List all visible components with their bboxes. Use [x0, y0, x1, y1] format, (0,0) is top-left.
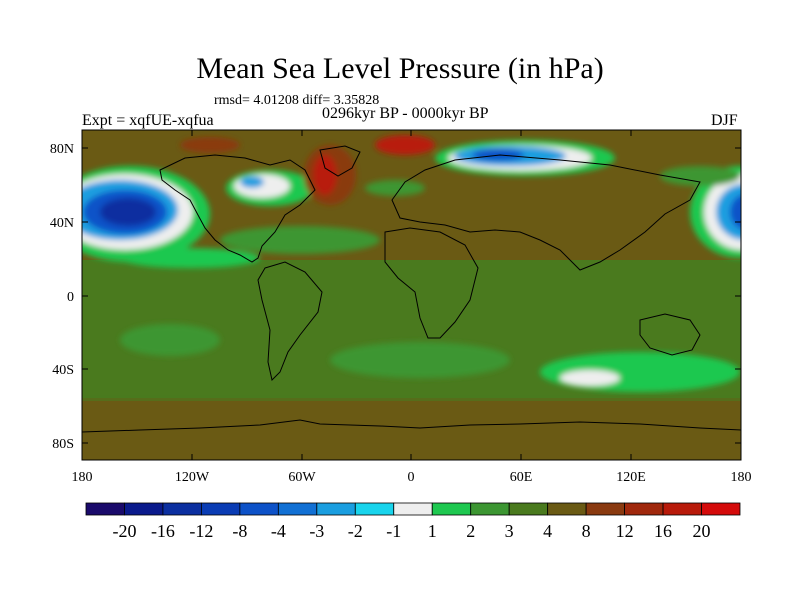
colorbar-label: 8 — [582, 521, 591, 541]
colorbar-swatch — [585, 502, 625, 516]
lat-tick-label: 0 — [67, 290, 74, 305]
colorbar-swatch — [201, 502, 241, 516]
field-patch — [560, 370, 620, 386]
field-patch — [716, 184, 741, 240]
season-label: DJF — [711, 112, 738, 129]
colorbar-swatch — [470, 502, 510, 516]
lon-tick-label: 0 — [408, 470, 415, 485]
colorbar-label: -3 — [309, 521, 324, 541]
colorbar-swatch — [547, 502, 587, 516]
rmsd-diff-stats: rmsd= 4.01208 diff= 3.35828 — [214, 93, 380, 108]
colorbar-label: 2 — [466, 521, 475, 541]
field-band-edge — [82, 395, 741, 401]
field-patch — [660, 166, 740, 186]
coastline-australia — [639, 313, 701, 356]
lon-tick-label: 120E — [616, 470, 646, 485]
colorbar-swatch — [393, 502, 433, 516]
colorbar-label: 20 — [693, 521, 711, 541]
colorbar-swatch — [662, 502, 702, 516]
coastline-south-america — [257, 261, 323, 381]
colorbar-swatch — [162, 502, 202, 516]
field-patch — [100, 198, 156, 226]
colorbar-swatch — [239, 502, 279, 516]
colorbar-swatch — [316, 502, 356, 516]
colorbar-label: -12 — [189, 521, 213, 541]
map-title: Mean Sea Level Pressure (in hPa) — [196, 52, 604, 85]
colorbar-label: 4 — [543, 521, 552, 541]
colorbar-swatch — [624, 502, 664, 516]
experiment-label: Expt = xqfUE-xqfua — [82, 112, 214, 129]
colorbar-labels: -20 -16 -12 -8 -4 -3 -2 -1 1 2 3 4 8 12 16 20 — [112, 521, 710, 541]
coastline-greenland — [319, 145, 361, 177]
lon-tick-label: 60W — [288, 470, 316, 485]
colorbar-swatch — [431, 502, 472, 516]
field-patch — [234, 174, 290, 198]
colorbar-label: 1 — [428, 521, 437, 541]
colorbar-swatch — [701, 502, 741, 516]
lon-tick-label: 180 — [731, 470, 752, 485]
colorbar-label: -1 — [386, 521, 401, 541]
lon-tick-label: 120W — [175, 470, 210, 485]
pressure-anomaly-field — [82, 130, 741, 460]
colorbar — [85, 502, 741, 516]
field-patch — [375, 135, 435, 155]
colorbar-swatch — [354, 502, 395, 516]
colorbar-swatch — [85, 502, 125, 516]
longitude-axis — [191, 130, 632, 460]
field-patch — [330, 342, 510, 378]
coastline-africa — [384, 227, 479, 339]
colorbar-label: -8 — [232, 521, 247, 541]
coastline-eurasia — [391, 154, 701, 271]
lat-tick-label: 40S — [52, 363, 74, 378]
field-band-antarctic — [82, 398, 741, 460]
colorbar-label: -16 — [151, 521, 175, 541]
lat-tick-label: 40N — [50, 216, 74, 231]
field-patch — [365, 180, 425, 196]
field-patch — [704, 174, 741, 250]
field-patch — [120, 324, 220, 356]
coastlines — [82, 145, 741, 433]
colorbar-label: -2 — [348, 521, 363, 541]
coastline-north-america — [159, 154, 316, 263]
field-patch — [730, 194, 741, 230]
colorbar-label: -20 — [112, 521, 136, 541]
colorbar-label: 12 — [616, 521, 634, 541]
colorbar-swatch — [277, 502, 318, 516]
lat-tick-label: 80S — [52, 437, 74, 452]
field-patch — [180, 137, 240, 153]
field-patch — [240, 176, 264, 188]
colorbar-swatch — [508, 502, 549, 516]
lon-tick-label: 180 — [72, 470, 93, 485]
colorbar-label: -4 — [271, 521, 286, 541]
latitude-axis — [82, 147, 741, 444]
field-patch — [220, 226, 380, 254]
colorbar-label: 3 — [505, 521, 514, 541]
colorbar-swatch — [124, 502, 164, 516]
field-patch — [313, 155, 337, 195]
coastline-antarctica — [82, 419, 741, 433]
field-patch — [540, 352, 740, 392]
lat-tick-label: 80N — [50, 142, 74, 157]
lon-tick-label: 60E — [510, 470, 533, 485]
colorbar-label: 16 — [654, 521, 672, 541]
period-label: 0296kyr BP - 0000kyr BP — [322, 105, 489, 122]
